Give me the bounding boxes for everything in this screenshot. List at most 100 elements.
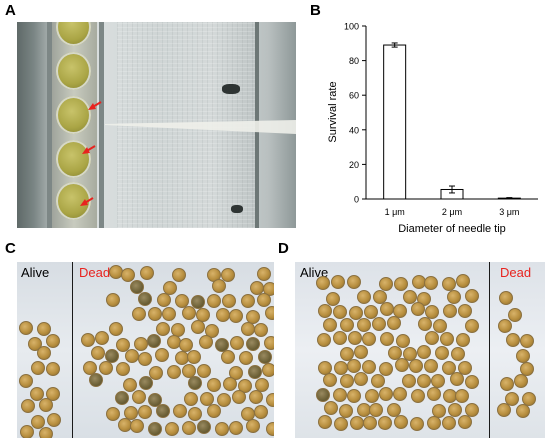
embryo <box>140 265 155 280</box>
embryo <box>196 364 211 379</box>
microinjection-image <box>17 22 296 228</box>
embryo <box>454 388 469 403</box>
embryo <box>426 387 441 402</box>
embryo <box>137 405 152 420</box>
embryo <box>220 268 235 283</box>
embryo <box>356 289 371 304</box>
embryo <box>38 426 53 438</box>
embryo <box>148 366 163 381</box>
embryo <box>434 345 449 360</box>
embryo <box>231 389 246 404</box>
injection-needle <box>105 120 296 134</box>
embryo <box>334 360 349 375</box>
embryo <box>200 391 215 406</box>
embryo <box>417 344 432 359</box>
embryo <box>156 404 171 419</box>
embryo <box>433 318 448 333</box>
embryo <box>115 337 130 352</box>
embryo <box>181 306 196 321</box>
embryo <box>464 374 479 389</box>
embryo <box>450 347 465 362</box>
embryo <box>179 337 194 352</box>
embryo <box>499 291 514 306</box>
embryo <box>370 374 385 389</box>
embryo <box>20 399 35 414</box>
embryo <box>425 304 440 319</box>
embryo <box>514 374 529 389</box>
embryo <box>395 333 410 348</box>
embryo <box>253 322 268 337</box>
embryo <box>256 267 271 282</box>
embryo <box>163 281 178 296</box>
embryo <box>322 318 337 333</box>
embryo <box>346 275 361 290</box>
embryo <box>333 417 348 432</box>
x-axis-label: Diameter of needle tip <box>398 223 506 235</box>
embryo <box>410 302 425 317</box>
embryo <box>393 303 408 318</box>
embryo <box>515 349 530 364</box>
embryo <box>317 333 332 348</box>
embryo <box>393 386 408 401</box>
embryo <box>174 293 189 308</box>
embryo <box>99 361 114 376</box>
embryo <box>265 421 274 436</box>
y-tick-label: 0 <box>354 195 359 205</box>
embryo <box>372 290 387 305</box>
embryo <box>323 372 338 387</box>
embryo <box>38 397 53 412</box>
embryo <box>519 334 534 349</box>
panel-letter-b: B <box>310 2 321 19</box>
embryo <box>147 393 162 408</box>
embryo <box>31 360 46 375</box>
embryo <box>504 391 519 406</box>
embryo <box>326 291 341 306</box>
embryo <box>229 365 244 380</box>
embryo <box>417 373 432 388</box>
dead-label: Dead <box>79 265 111 280</box>
divider-line <box>72 262 73 438</box>
embryo <box>379 276 394 291</box>
embryo <box>330 274 345 289</box>
embryo <box>18 321 33 336</box>
error-bar-1 <box>391 42 398 48</box>
embryo <box>386 316 401 331</box>
embryo <box>333 331 348 346</box>
debris <box>231 205 243 213</box>
embryo <box>363 304 378 319</box>
embryo <box>521 391 536 406</box>
embryo <box>108 322 123 337</box>
embryo <box>19 373 34 388</box>
embryo <box>137 351 152 366</box>
embryo <box>207 377 222 392</box>
embryo <box>324 400 339 415</box>
embryo <box>56 52 91 90</box>
embryo <box>247 364 262 379</box>
embryo <box>95 330 110 345</box>
embryo <box>431 373 446 388</box>
embryo <box>354 372 369 387</box>
embryo <box>90 346 105 361</box>
embryo <box>265 392 274 407</box>
embryo <box>508 307 523 322</box>
embryo <box>30 387 45 402</box>
embryo <box>129 418 144 433</box>
y-tick-label: 20 <box>349 160 359 170</box>
embryo <box>450 372 465 387</box>
panel-letter-c: C <box>5 240 16 257</box>
embryo <box>105 293 120 308</box>
embryo <box>339 403 354 418</box>
survival-chart: 0 20 40 60 80 100 1 μm 2 μm 3 μm Survival rate … <box>310 6 545 236</box>
embryo <box>395 358 410 373</box>
embryo <box>442 416 457 431</box>
panel-c-photo: Alive Dead <box>17 262 274 438</box>
embryo <box>316 387 331 402</box>
embryo <box>353 344 368 359</box>
debris <box>222 84 240 94</box>
embryo <box>139 375 153 390</box>
embryo <box>148 307 162 322</box>
embryo <box>106 407 121 422</box>
embryo <box>369 402 384 417</box>
channel-wall-right <box>99 22 104 228</box>
embryo <box>115 361 130 376</box>
